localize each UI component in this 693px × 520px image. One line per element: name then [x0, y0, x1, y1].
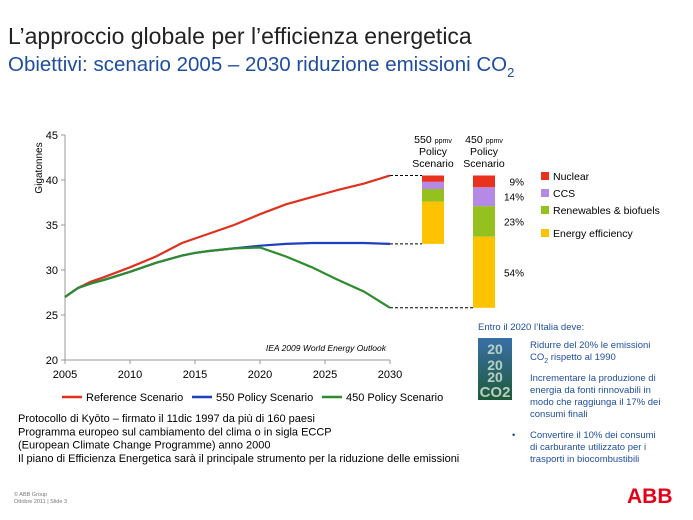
- series-line: [64, 241, 391, 298]
- bar-label: Policy: [470, 146, 499, 158]
- stack-segment: [473, 187, 495, 207]
- sidebar-text: di carburante utilizzato per i: [530, 442, 646, 453]
- legend-label: 550 Policy Scenario: [216, 392, 313, 404]
- share-label: 9%: [510, 177, 525, 188]
- share-label: 23%: [504, 217, 524, 228]
- logo: ABB: [627, 485, 673, 508]
- source-note: IEA 2009 World Energy Outlook: [266, 343, 387, 353]
- sidebar-text-main: di carburante utilizzato per i: [530, 442, 646, 453]
- sidebar-text: Convertire il 10% dei consumi: [530, 430, 656, 441]
- series-line: [64, 246, 391, 309]
- note-line: Il piano di Efficienza Energetica sarà i…: [18, 453, 459, 465]
- sidebar-text-main: trasporti in biocombustibili: [530, 454, 639, 465]
- sidebar-text-sub: 2: [544, 358, 548, 365]
- sidebar-text-main: CO: [530, 352, 544, 363]
- legend-swatch: [541, 229, 549, 237]
- bar-label-ppm: 450: [465, 134, 483, 146]
- legend-label: Nuclear: [553, 171, 590, 183]
- footer-text: Ottobre 2011 | Slide 3: [14, 499, 67, 505]
- sidebar-heading: Entro il 2020 l’Italia deve:: [478, 322, 584, 333]
- bar-label-unit: ppmv: [435, 138, 453, 145]
- x-tick-label: 2005: [53, 369, 77, 381]
- subtitle-text: Obiettivi: scenario 2005 – 2030 riduzion…: [8, 53, 507, 76]
- y-axis-label: Gigatonnes: [34, 142, 45, 193]
- note-line: Programma europeo sul cambiamento del cl…: [18, 426, 332, 438]
- legend-label: Renewables & biofuels: [553, 205, 660, 217]
- legend-label: CCS: [553, 188, 575, 200]
- y-tick-label: 35: [46, 220, 58, 232]
- sidebar-text: consumi finali: [530, 409, 588, 420]
- sidebar-text-main: Convertire il 10% dei consumi: [530, 430, 656, 441]
- bar-label-unit: ppmv: [486, 138, 504, 145]
- bar-label-ppm: 550: [414, 134, 432, 146]
- series-line: [64, 174, 391, 298]
- badge-text: 20: [487, 341, 503, 357]
- x-tick-label: 2030: [378, 369, 402, 381]
- y-tick-label: 45: [46, 130, 58, 142]
- sidebar-text: modo che raggiunga il 17% dei: [530, 397, 660, 408]
- sidebar-text: trasporti in biocombustibili: [530, 454, 639, 465]
- subtitle-sub: 2: [507, 65, 514, 80]
- bar-label: 550 ppmv: [414, 134, 452, 146]
- sidebar-text: Incrementare la produzione di: [530, 373, 656, 384]
- badge-text: CO2: [480, 384, 511, 401]
- sidebar-text: CO2 rispetto al 1990: [530, 352, 616, 365]
- badge-text: 20: [487, 357, 503, 373]
- sidebar-text-main: modo che raggiunga il 17% dei: [530, 397, 660, 408]
- sidebar-text-main: energia da fonti rinnovabili in: [530, 385, 651, 396]
- badge: [478, 338, 512, 400]
- stack-segment: [473, 236, 495, 308]
- legend-swatch: [541, 189, 549, 197]
- sidebar-text-main: Incrementare la produzione di: [530, 373, 656, 384]
- legend-label: Energy efficiency: [553, 228, 634, 240]
- bar-label: Scenario: [463, 158, 505, 170]
- share-label: 14%: [504, 193, 524, 204]
- sidebar-text: Ridurre del 20% le emissioni: [530, 340, 650, 351]
- bar-label: 450 ppmv: [465, 134, 503, 146]
- stack-segment: [422, 201, 444, 244]
- x-tick-label: 2015: [183, 369, 207, 381]
- legend-swatch: [541, 206, 549, 214]
- legend-label: Reference Scenario: [86, 392, 183, 404]
- y-tick-label: 40: [46, 175, 58, 187]
- x-tick-label: 2025: [313, 369, 337, 381]
- y-tick-label: 30: [46, 265, 58, 277]
- legend-swatch: [541, 172, 549, 180]
- y-tick-label: 25: [46, 310, 58, 322]
- stack-segment: [473, 206, 495, 237]
- title: L’approccio globale per l’efficienza ene…: [8, 23, 472, 49]
- y-tick-label: 20: [46, 355, 58, 367]
- sidebar-text-main: consumi finali: [530, 409, 588, 420]
- sidebar-text: energia da fonti rinnovabili in: [530, 385, 651, 396]
- x-tick-label: 2020: [248, 369, 272, 381]
- note-line: Protocollo di Kyōto – firmato il 11dic 1…: [18, 413, 315, 425]
- bar-label: Policy: [419, 146, 448, 158]
- badge-text: 20: [487, 369, 503, 385]
- stack-segment: [473, 175, 495, 188]
- sidebar-text-main: Ridurre del 20% le emissioni: [530, 340, 650, 351]
- share-label: 54%: [504, 268, 524, 279]
- subtitle: Obiettivi: scenario 2005 – 2030 riduzion…: [8, 53, 514, 80]
- x-tick-label: 2010: [118, 369, 142, 381]
- note-line: (European Climate Change Programme) anno…: [18, 440, 271, 452]
- bar-label: Scenario: [412, 158, 454, 170]
- footer-text: © ABB Group: [14, 491, 47, 498]
- stack-segment: [422, 175, 444, 182]
- stack-segment: [422, 189, 444, 202]
- legend-label: 450 Policy Scenario: [346, 392, 443, 404]
- sidebar-text-rest: rispetto al 1990: [548, 352, 616, 363]
- bullet: •: [512, 430, 515, 441]
- stack-segment: [422, 181, 444, 189]
